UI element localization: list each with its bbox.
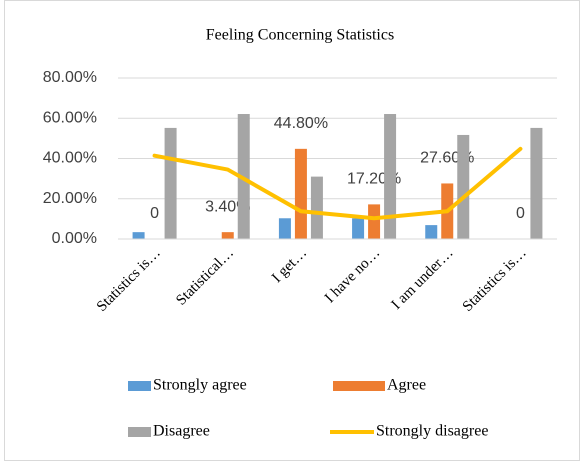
bar — [384, 114, 397, 239]
legend-swatch — [128, 427, 151, 437]
y-tick-label: 20.00% — [43, 190, 97, 207]
bar — [294, 148, 307, 239]
y-tick-label: 80.00% — [43, 69, 97, 86]
y-tick-label: 40.00% — [43, 150, 97, 167]
bar — [221, 232, 234, 239]
data-label: 0 — [150, 205, 159, 222]
line-series — [152, 146, 523, 221]
bar — [530, 127, 543, 239]
bar — [310, 176, 323, 239]
legend-swatch — [333, 381, 385, 391]
bar — [457, 134, 470, 239]
bar — [132, 232, 145, 239]
y-tick-label: 0.00% — [52, 230, 97, 247]
data-label: 44.80% — [274, 115, 328, 132]
data-label: 0 — [516, 205, 525, 222]
legend-label: Disagree — [153, 423, 210, 440]
chart-frame — [4, 0, 580, 461]
bar — [425, 225, 438, 239]
y-tick-label: 60.00% — [43, 109, 97, 126]
bar — [368, 204, 381, 239]
legend-label: Strongly agree — [153, 377, 247, 394]
bar — [278, 218, 291, 239]
legend-swatch — [128, 381, 151, 391]
bar — [164, 127, 177, 239]
chart-title: Feeling Concerning Statistics — [206, 27, 394, 44]
legend-label: Strongly disagree — [376, 423, 488, 440]
legend-label: Agree — [387, 377, 426, 394]
bar — [352, 218, 365, 239]
